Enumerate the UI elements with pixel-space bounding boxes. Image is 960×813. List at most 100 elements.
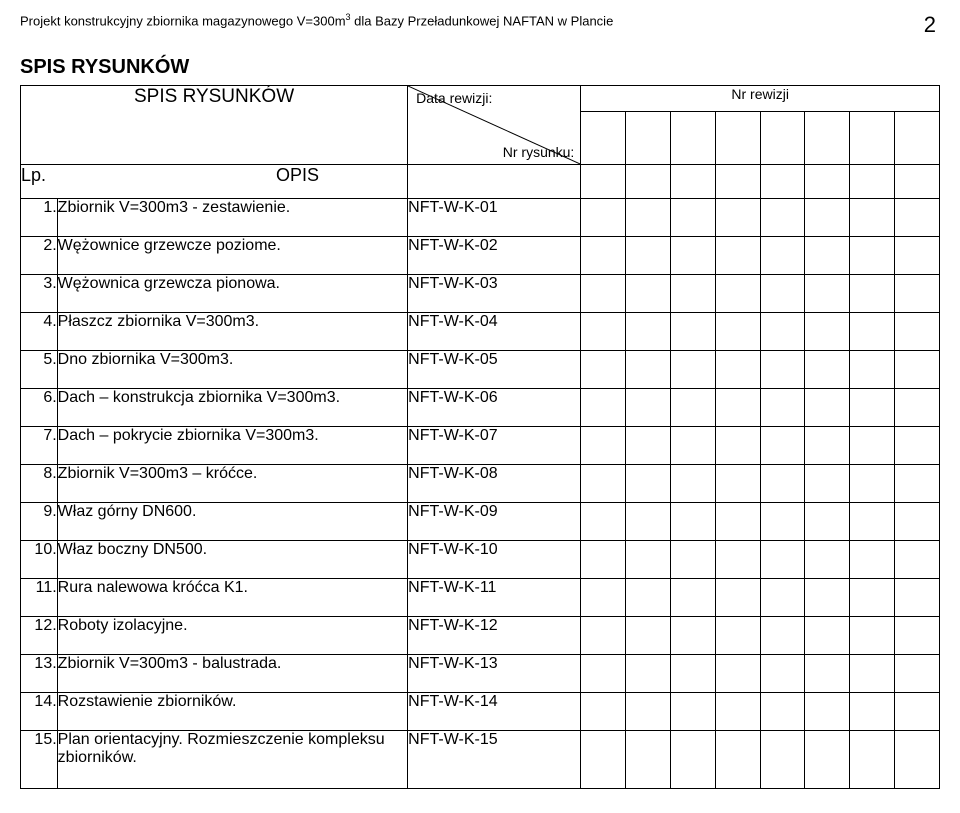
rev-cell (715, 579, 760, 617)
row-number: 12. (21, 617, 58, 655)
table-row: 10. Właz boczny DN500. NFT-W-K-10 (21, 541, 940, 579)
rev-cell (581, 275, 626, 313)
nr-rewizji-cell: Nr rewizji (581, 86, 940, 112)
rev-cell (626, 465, 671, 503)
rev-cell (581, 313, 626, 351)
rev-cell (626, 199, 671, 237)
rev-cell (850, 503, 895, 541)
rev-cell (581, 351, 626, 389)
rev-cell (895, 655, 940, 693)
row-code: NFT-W-K-13 (408, 655, 581, 693)
rev-cell (581, 503, 626, 541)
rev-cell (670, 275, 715, 313)
rev-cell (850, 731, 895, 789)
table-row: 4. Płaszcz zbiornika V=300m3. NFT-W-K-04 (21, 313, 940, 351)
column-header-row: Lp. OPIS (21, 165, 940, 199)
row-desc: Plan orientacyjny. Rozmieszczenie komple… (57, 731, 407, 789)
rev-cell (805, 731, 850, 789)
rev-cell (850, 465, 895, 503)
row-desc: Właz górny DN600. (57, 503, 407, 541)
rev-cell (581, 541, 626, 579)
row-code: NFT-W-K-01 (408, 199, 581, 237)
rev-cell (850, 427, 895, 465)
row-number: 15. (21, 731, 58, 789)
rev-cell (626, 731, 671, 789)
row-desc: Zbiornik V=300m3 - balustrada. (57, 655, 407, 693)
rev-cell (895, 465, 940, 503)
table-row: 1. Zbiornik V=300m3 - zestawienie. NFT-W… (21, 199, 940, 237)
empty-cell (670, 165, 715, 199)
rev-cell (760, 275, 805, 313)
rev-cell (805, 693, 850, 731)
rev-cell (715, 199, 760, 237)
row-desc: Zbiornik V=300m3 – króćce. (57, 465, 407, 503)
header-title-prefix: Projekt konstrukcyjny zbiornika magazyno… (20, 13, 346, 28)
rev-cell (581, 237, 626, 275)
row-code: NFT-W-K-07 (408, 427, 581, 465)
rev-cell (715, 617, 760, 655)
rev-cell (581, 693, 626, 731)
rev-cell (715, 351, 760, 389)
rev-cell (760, 617, 805, 655)
drawings-table: SPIS RYSUNKÓW Data rewizji: Nr rysunku: … (20, 85, 940, 789)
spis-label: SPIS RYSUNKÓW (134, 86, 294, 107)
empty-cell (715, 165, 760, 199)
rev-cell (715, 541, 760, 579)
row-desc: Wężownica grzewcza pionowa. (57, 275, 407, 313)
table-row: 14. Rozstawienie zbiorników. NFT-W-K-14 (21, 693, 940, 731)
lp-opis-cell: Lp. OPIS (21, 165, 408, 199)
rev-cell (760, 112, 805, 165)
rev-cell (626, 541, 671, 579)
rev-cell (805, 579, 850, 617)
rev-cell (715, 237, 760, 275)
row-desc: Płaszcz zbiornika V=300m3. (57, 313, 407, 351)
rev-cell (670, 655, 715, 693)
row-desc: Właz boczny DN500. (57, 541, 407, 579)
rev-cell (895, 731, 940, 789)
rev-cell (805, 199, 850, 237)
rev-cell (805, 465, 850, 503)
rev-cell (715, 693, 760, 731)
rev-cell (670, 541, 715, 579)
rev-cell (805, 389, 850, 427)
row-number: 13. (21, 655, 58, 693)
rev-cell (715, 313, 760, 351)
rev-cell (670, 313, 715, 351)
row-number: 5. (21, 351, 58, 389)
row-number: 6. (21, 389, 58, 427)
rev-cell (626, 313, 671, 351)
row-code: NFT-W-K-05 (408, 351, 581, 389)
header-row-1: SPIS RYSUNKÓW Data rewizji: Nr rysunku: … (21, 86, 940, 112)
section-title: SPIS RYSUNKÓW (20, 56, 940, 79)
rev-cell (850, 693, 895, 731)
table-row: 13. Zbiornik V=300m3 - balustrada. NFT-W… (21, 655, 940, 693)
rev-cell (626, 275, 671, 313)
rev-cell (581, 731, 626, 789)
rev-cell (805, 275, 850, 313)
rev-cell (895, 313, 940, 351)
rev-cell (895, 427, 940, 465)
spis-cell: SPIS RYSUNKÓW (21, 86, 408, 165)
rev-cell (850, 112, 895, 165)
rev-cell (760, 313, 805, 351)
table-row: 5. Dno zbiornika V=300m3. NFT-W-K-05 (21, 351, 940, 389)
row-number: 2. (21, 237, 58, 275)
rev-cell (670, 237, 715, 275)
rev-cell (760, 579, 805, 617)
rev-cell (715, 731, 760, 789)
row-desc: Dno zbiornika V=300m3. (57, 351, 407, 389)
rev-cell (850, 199, 895, 237)
row-desc: Dach – konstrukcja zbiornika V=300m3. (57, 389, 407, 427)
row-code: NFT-W-K-15 (408, 731, 581, 789)
rev-cell (805, 541, 850, 579)
rev-cell (626, 351, 671, 389)
table-row: 2. Wężownice grzewcze poziome. NFT-W-K-0… (21, 237, 940, 275)
empty-cell (895, 165, 940, 199)
rev-cell (760, 427, 805, 465)
table-row: 15. Plan orientacyjny. Rozmieszczenie ko… (21, 731, 940, 789)
rev-cell (581, 427, 626, 465)
rev-cell (670, 503, 715, 541)
row-number: 9. (21, 503, 58, 541)
rev-cell (850, 617, 895, 655)
rev-cell (581, 389, 626, 427)
